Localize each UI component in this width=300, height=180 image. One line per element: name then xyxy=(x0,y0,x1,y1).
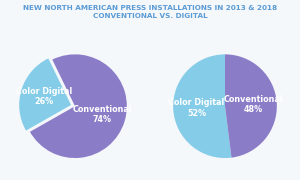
Wedge shape xyxy=(30,54,127,158)
Text: Color Digital
52%: Color Digital 52% xyxy=(168,98,225,118)
Text: Conventional
74%: Conventional 74% xyxy=(72,105,132,124)
Wedge shape xyxy=(225,54,277,158)
Text: Conventional
48%: Conventional 48% xyxy=(224,95,283,114)
Text: Color Digital
26%: Color Digital 26% xyxy=(16,87,72,106)
Text: NEW NORTH AMERICAN PRESS INSTALLATIONS IN 2013 & 2018
CONVENTIONAL VS. DIGITAL: NEW NORTH AMERICAN PRESS INSTALLATIONS I… xyxy=(23,5,277,19)
Wedge shape xyxy=(19,58,71,130)
Wedge shape xyxy=(173,54,232,158)
